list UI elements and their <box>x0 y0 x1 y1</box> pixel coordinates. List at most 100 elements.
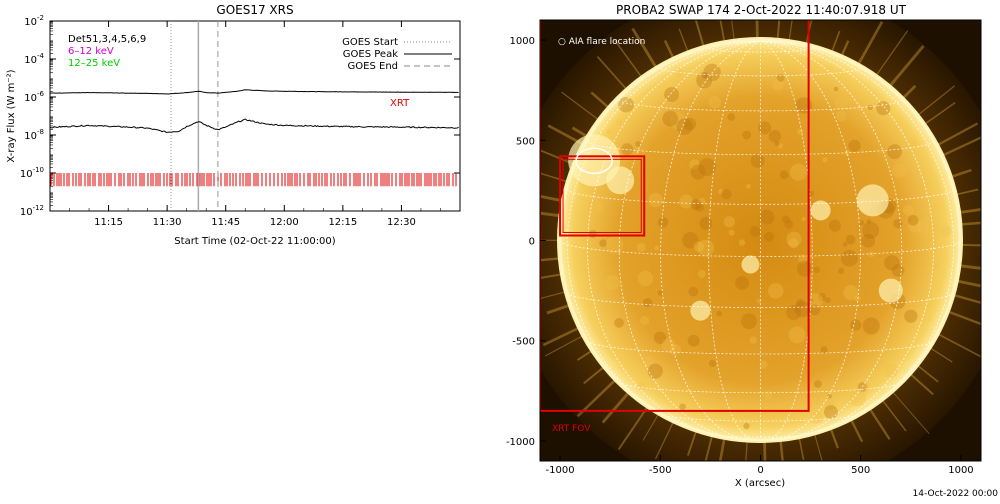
granule <box>699 217 712 230</box>
granule <box>618 97 634 113</box>
granule <box>822 157 828 163</box>
granule <box>790 164 807 181</box>
x-tick-label: 500 <box>851 465 870 476</box>
y-tick-label: -500 <box>512 337 535 348</box>
band-label: 6–12 keV <box>68 46 114 57</box>
coronal-ray <box>960 245 985 246</box>
y-tick-base: 10 <box>24 17 37 28</box>
granule <box>724 216 735 227</box>
granule <box>688 335 700 347</box>
xrt-observation-band <box>51 173 456 186</box>
x-tick-label: -500 <box>649 465 672 476</box>
granule <box>739 239 745 245</box>
granule <box>869 251 875 257</box>
granule <box>760 210 775 225</box>
granule <box>658 217 669 228</box>
granule <box>887 144 902 159</box>
granule <box>590 200 603 213</box>
granule <box>751 154 765 168</box>
granule <box>607 128 613 134</box>
y-tick-base: 10 <box>20 169 33 180</box>
granule <box>780 171 789 180</box>
granule <box>903 205 914 216</box>
granule <box>865 382 871 388</box>
granule <box>892 163 907 178</box>
granule <box>775 141 780 146</box>
granule <box>637 243 646 252</box>
granule <box>789 326 806 343</box>
goes-flux-series <box>50 90 459 133</box>
x-tick-label: 11:30 <box>153 217 182 228</box>
y-tick-exponent: -12 <box>33 204 44 212</box>
granule <box>843 242 848 247</box>
flux-line-short <box>50 119 459 133</box>
granule <box>698 270 706 278</box>
granule <box>741 313 757 329</box>
granule <box>843 285 858 300</box>
x-tick-label: 0 <box>757 465 763 476</box>
xrt-annotation: XRT <box>390 98 410 109</box>
granule <box>768 283 784 299</box>
y-tick-label: 10-4 <box>24 52 44 66</box>
granule <box>640 316 649 325</box>
x-tick-label: 11:15 <box>94 217 123 228</box>
granule <box>709 96 721 108</box>
granule <box>588 258 597 267</box>
xrt-fov-label: XRT FOV <box>552 424 591 434</box>
y-tick-label: 10-10 <box>20 166 44 180</box>
granule <box>835 97 848 110</box>
swap-image-title: PROBA2 SWAP 174 2-Oct-2022 11:40:07.918 … <box>616 3 907 17</box>
granule <box>821 346 828 353</box>
granule <box>940 225 951 236</box>
y-tick-label: 1000 <box>510 36 535 47</box>
granule <box>638 271 653 286</box>
granule <box>643 356 653 366</box>
granule <box>616 119 622 125</box>
granule <box>904 310 917 323</box>
granule <box>605 275 620 290</box>
granule <box>764 232 774 242</box>
granule <box>782 215 790 223</box>
granule <box>769 130 781 142</box>
granule <box>910 295 916 301</box>
granule <box>746 184 751 189</box>
y-tick-exponent: -10 <box>33 166 44 174</box>
granule <box>637 381 646 390</box>
swap-x-axis-label: X (arcsec) <box>735 478 785 489</box>
granule <box>727 113 735 121</box>
granule <box>850 319 861 330</box>
granule <box>648 193 662 207</box>
band-label: 12–25 keV <box>68 58 120 69</box>
y-tick-base: 10 <box>24 55 37 66</box>
granule <box>721 189 731 199</box>
swap-image-panel: PROBA2 SWAP 174 2-Oct-2022 11:40:07.918 … <box>505 0 1000 497</box>
granule <box>709 360 716 367</box>
granule <box>809 304 820 315</box>
y-tick-label: 500 <box>516 136 535 147</box>
granule <box>917 219 934 236</box>
granule <box>716 311 722 317</box>
granule <box>589 230 597 238</box>
y-tick-label: 0 <box>529 237 535 248</box>
solar-image: ○ AIA flare location XRT FOV <box>505 0 1000 497</box>
granule <box>908 215 919 226</box>
goes-x-axis-label: Start Time (02-Oct-22 11:00:00) <box>174 236 335 247</box>
granule <box>841 250 858 267</box>
granule <box>728 229 734 235</box>
x-tick-label: -1000 <box>546 465 575 476</box>
granule <box>654 245 659 250</box>
granule <box>863 317 880 334</box>
granule <box>801 217 805 221</box>
granule <box>662 338 676 352</box>
granule <box>876 101 890 115</box>
granule <box>777 74 785 82</box>
goes-chart-title: GOES17 XRS <box>216 3 293 17</box>
legend-label: GOES Start <box>342 37 398 48</box>
granule <box>834 87 839 92</box>
granule <box>643 298 652 307</box>
y-tick-exponent: -6 <box>37 90 45 98</box>
granule <box>849 389 866 406</box>
granule <box>829 220 841 232</box>
